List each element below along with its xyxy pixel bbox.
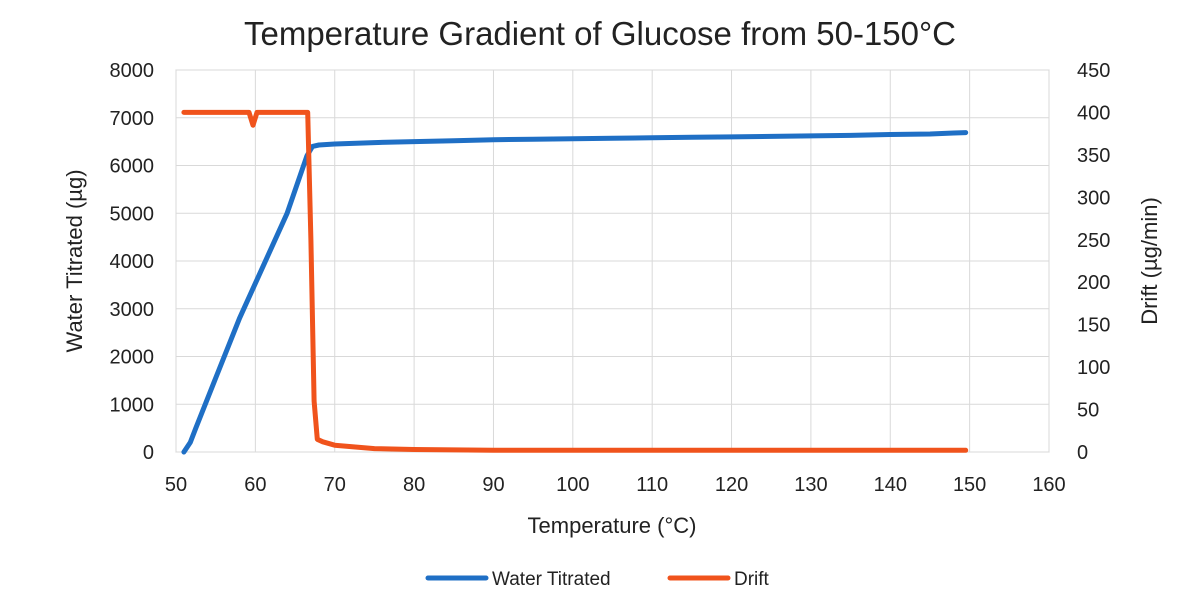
y2-tick-label: 400 xyxy=(1077,102,1110,124)
y-tick-label: 8000 xyxy=(110,60,155,82)
y2-axis-ticks: 0 50 100 150 200 250 300 350 400 450 xyxy=(1077,60,1110,464)
y-axis-ticks: 0 1000 2000 3000 4000 5000 6000 7000 8000 xyxy=(110,60,155,464)
x-tick-label: 150 xyxy=(953,474,986,496)
series-line-drift xyxy=(181,109,969,453)
y-axis-label: Water Titrated (µg) xyxy=(62,169,87,352)
y-tick-label: 4000 xyxy=(110,251,155,273)
series-line-water-titrated xyxy=(181,130,969,455)
y2-tick-label: 100 xyxy=(1077,357,1110,379)
y-tick-label: 1000 xyxy=(110,394,155,416)
x-axis-ticks: 50 60 70 80 90 100 110 120 130 140 150 160 xyxy=(165,474,1066,496)
y2-tick-label: 450 xyxy=(1077,60,1110,82)
y2-tick-label: 350 xyxy=(1077,145,1110,167)
x-tick-label: 100 xyxy=(556,474,589,496)
y2-tick-label: 50 xyxy=(1077,400,1099,422)
y2-tick-label: 250 xyxy=(1077,230,1110,252)
legend-label-drift: Drift xyxy=(734,569,770,590)
x-tick-label: 50 xyxy=(165,474,187,496)
x-tick-label: 70 xyxy=(324,474,346,496)
x-tick-label: 130 xyxy=(794,474,827,496)
y2-tick-label: 150 xyxy=(1077,315,1110,337)
x-tick-label: 120 xyxy=(715,474,748,496)
chart-title: Temperature Gradient of Glucose from 50-… xyxy=(244,15,956,52)
y-tick-label: 6000 xyxy=(110,156,155,178)
y2-tick-label: 200 xyxy=(1077,272,1110,294)
y2-tick-label: 0 xyxy=(1077,442,1088,464)
y2-axis-label: Drift (µg/min) xyxy=(1137,197,1162,325)
x-tick-label: 160 xyxy=(1032,474,1065,496)
y2-tick-label: 300 xyxy=(1077,187,1110,209)
y-tick-label: 7000 xyxy=(110,108,155,130)
x-tick-label: 80 xyxy=(403,474,425,496)
y-tick-label: 0 xyxy=(143,442,154,464)
y-tick-label: 3000 xyxy=(110,299,155,321)
series-lines xyxy=(181,109,969,455)
legend: Water Titrated Drift xyxy=(425,569,770,590)
x-tick-label: 60 xyxy=(244,474,266,496)
y-tick-label: 2000 xyxy=(110,347,155,369)
x-tick-label: 140 xyxy=(874,474,907,496)
x-tick-label: 90 xyxy=(482,474,504,496)
x-axis-label: Temperature (°C) xyxy=(528,513,697,538)
y-tick-label: 5000 xyxy=(110,203,155,225)
legend-label-water-titrated: Water Titrated xyxy=(492,569,611,590)
x-tick-label: 110 xyxy=(636,474,668,496)
